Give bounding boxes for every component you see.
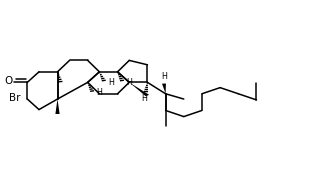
Text: H: H xyxy=(108,78,114,87)
Text: H: H xyxy=(96,88,102,97)
Text: H: H xyxy=(162,72,168,81)
Polygon shape xyxy=(162,84,166,94)
Polygon shape xyxy=(129,82,149,96)
Text: H: H xyxy=(141,94,147,103)
Text: O: O xyxy=(5,76,13,87)
Text: Br: Br xyxy=(9,93,20,103)
Polygon shape xyxy=(55,99,60,114)
Text: H: H xyxy=(126,78,132,87)
